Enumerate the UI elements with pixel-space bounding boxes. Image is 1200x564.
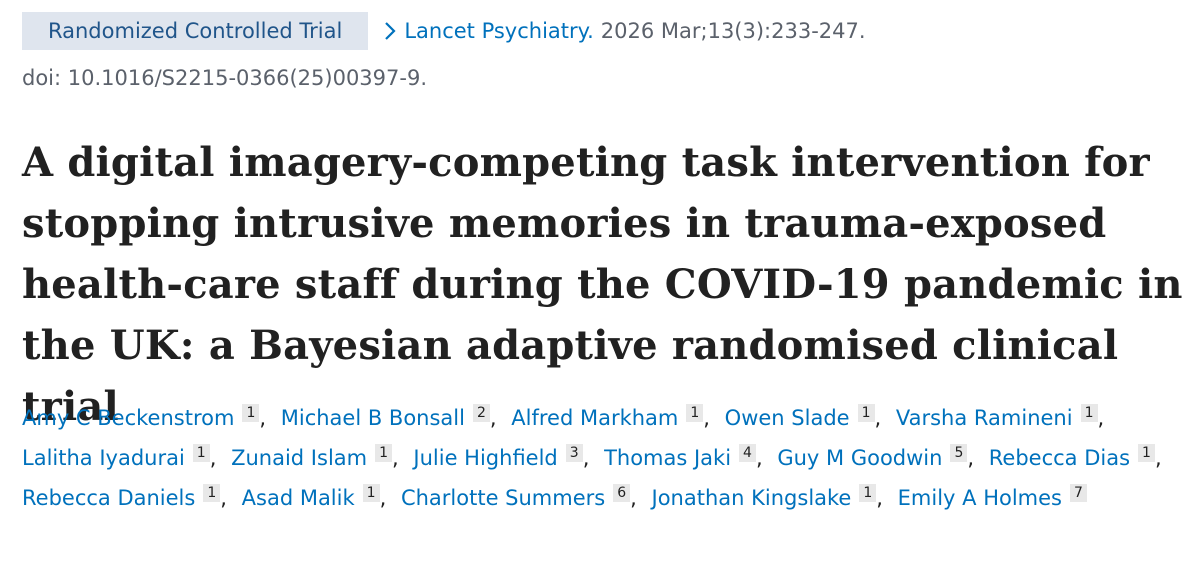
author-entry: Charlotte Summers 6, [400, 484, 645, 510]
affiliation-number[interactable]: 1 [1080, 404, 1098, 422]
affiliation-number[interactable]: 1 [203, 484, 221, 502]
affiliation-number[interactable]: 1 [857, 404, 875, 422]
author-entry: Rebecca Daniels 1, [22, 484, 235, 510]
author-entry: Owen Slade 1, [724, 404, 890, 430]
article-title: A digital imagery-competing task interve… [22, 139, 1183, 430]
author-name[interactable]: Emily A Holmes [897, 486, 1062, 510]
journal-link[interactable]: Lancet Psychiatry. [404, 19, 594, 43]
separator: , [379, 486, 387, 510]
separator: , [876, 486, 883, 510]
author-name[interactable]: Charlotte Summers [400, 486, 606, 510]
author-name[interactable]: Julie Highfield [413, 446, 558, 470]
separator: , [703, 406, 710, 430]
affiliation-number[interactable]: 6 [613, 484, 631, 502]
affiliation-number[interactable]: 7 [1070, 484, 1087, 502]
author-entry: Rebecca Dias 1, [988, 444, 1170, 470]
author-name[interactable]: Zunaid Islam [231, 446, 368, 470]
separator: , [755, 446, 763, 470]
author-name[interactable]: Owen Slade [724, 406, 850, 430]
separator: , [630, 486, 637, 510]
author-entry: Varsha Ramineni 1, [895, 404, 1112, 430]
affiliation-number[interactable]: 1 [192, 444, 210, 462]
author-entry: Emily A Holmes 7 [897, 484, 1087, 510]
author-name[interactable]: Alfred Markham [511, 406, 679, 430]
author-name[interactable]: Jonathan Kingslake [651, 486, 852, 510]
author-list: Amy C Beckenstrom 1, Michael B Bonsall 2, … [22, 398, 1187, 518]
affiliation-number[interactable]: 1 [1138, 444, 1155, 462]
separator: , [489, 406, 497, 430]
chevron-icon [385, 22, 396, 40]
author-name[interactable]: Michael B Bonsall [280, 406, 465, 430]
affiliation-number[interactable]: 3 [565, 444, 583, 462]
author-entry: Amy C Beckenstrom 1, [22, 404, 274, 430]
author-entry: Guy M Goodwin 5, [777, 444, 982, 470]
author-entry: Julie Highfield 3, [413, 444, 597, 470]
publication-type[interactable]: Randomized Controlled Trial [22, 12, 369, 50]
author-name[interactable]: Rebecca Dias [988, 446, 1131, 470]
citation-bar: Randomized Controlled Trial Lancet Psych… [22, 12, 866, 50]
separator: , [1097, 406, 1105, 430]
author-name[interactable]: Amy C Beckenstrom [22, 406, 235, 430]
author-name[interactable]: Lalitha Iyadurai [22, 446, 185, 470]
separator: , [1154, 446, 1162, 470]
affiliation-number[interactable]: 5 [950, 444, 968, 462]
author-entry: Thomas Jaki 4, [604, 444, 771, 470]
author-entry: Asad Malik 1, [241, 484, 395, 510]
author-entry: Lalitha Iyadurai 1, [22, 444, 224, 470]
affiliation-number[interactable]: 1 [242, 404, 260, 422]
affiliation-number[interactable]: 2 [472, 404, 490, 422]
author-name[interactable]: Rebecca Daniels [22, 486, 196, 510]
separator: , [874, 406, 882, 430]
separator: , [259, 406, 267, 430]
author-entry: Jonathan Kingslake 1, [651, 484, 891, 510]
separator: , [582, 446, 590, 470]
affiliation-number[interactable]: 1 [362, 484, 380, 502]
author-entry: Alfred Markham 1, [511, 404, 718, 430]
author-entry: Michael B Bonsall 2, [280, 404, 505, 430]
affiliation-number[interactable]: 4 [739, 444, 756, 462]
doi: doi: 10.1016/S2215-0366(25)00397-9. [22, 66, 427, 90]
author-name[interactable]: Guy M Goodwin [777, 446, 943, 470]
citation: 2026 Mar;13(3):233-247. [600, 19, 866, 43]
affiliation-number[interactable]: 1 [859, 484, 877, 502]
separator: , [967, 446, 975, 470]
author-name[interactable]: Varsha Ramineni [895, 406, 1073, 430]
separator: , [209, 446, 217, 470]
separator: , [220, 486, 227, 510]
author-name[interactable]: Thomas Jaki [604, 446, 732, 470]
affiliation-number[interactable]: 1 [686, 404, 704, 422]
separator: , [392, 446, 399, 470]
author-name[interactable]: Asad Malik [241, 486, 355, 510]
author-entry: Zunaid Islam 1, [231, 444, 407, 470]
affiliation-number[interactable]: 1 [375, 444, 393, 462]
